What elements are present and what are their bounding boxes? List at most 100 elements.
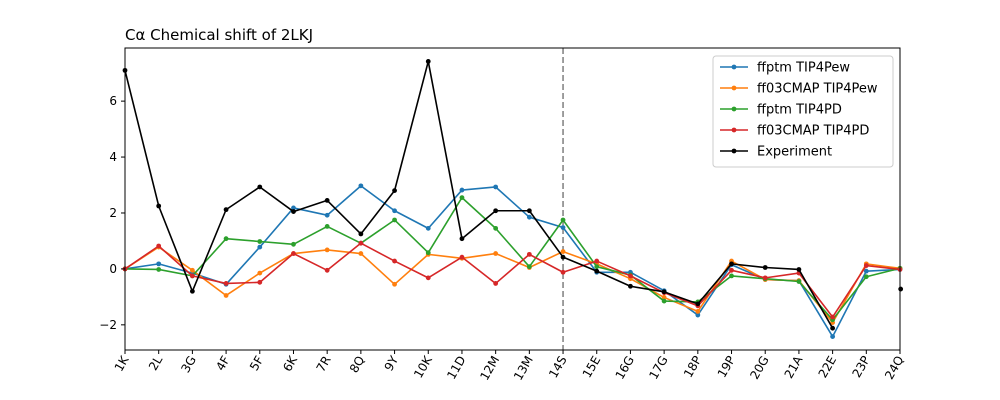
data-point xyxy=(594,268,600,274)
chart-title: Cα Chemical shift of 2LKJ xyxy=(125,26,313,44)
series-2 xyxy=(122,195,903,323)
data-point xyxy=(324,247,330,253)
data-point xyxy=(695,309,701,314)
data-point xyxy=(459,254,465,260)
series-3 xyxy=(122,240,903,320)
data-point xyxy=(156,261,162,267)
data-point xyxy=(526,208,532,214)
y-tick-label: 2 xyxy=(109,206,117,220)
legend-label: Experiment xyxy=(757,145,832,160)
data-point xyxy=(223,281,229,286)
data-point xyxy=(392,188,397,194)
legend-label: ffptm TIP4Pew xyxy=(757,61,850,76)
y-tick-label: 4 xyxy=(109,150,117,164)
data-point xyxy=(392,258,397,264)
legend-marker xyxy=(731,85,737,91)
data-point xyxy=(324,267,330,273)
data-point xyxy=(830,334,836,339)
legend-marker xyxy=(731,106,737,112)
data-point xyxy=(526,214,532,220)
data-point xyxy=(863,268,869,274)
data-point xyxy=(830,325,836,331)
data-point xyxy=(257,239,263,244)
data-point xyxy=(863,263,869,268)
data-point xyxy=(898,286,904,292)
data-point xyxy=(459,187,465,193)
data-point xyxy=(796,279,802,284)
data-point xyxy=(223,207,229,213)
x-tick-label: 12M xyxy=(477,354,502,383)
data-point xyxy=(661,289,667,295)
data-point xyxy=(358,240,364,246)
data-point xyxy=(526,251,532,257)
data-point xyxy=(189,288,195,294)
series-line xyxy=(124,246,901,324)
data-point xyxy=(392,281,397,287)
data-point xyxy=(762,265,768,270)
data-point xyxy=(257,279,263,285)
data-point xyxy=(392,208,397,214)
x-tick-label: 13M xyxy=(511,354,536,383)
legend: ffptm TIP4Pew ff03CMAP TIP4Pew ffptm TIP4P… xyxy=(712,55,894,168)
data-point xyxy=(628,283,633,289)
data-point xyxy=(425,275,431,281)
data-point xyxy=(189,267,195,273)
data-point xyxy=(560,269,566,275)
data-point xyxy=(358,183,364,189)
data-point xyxy=(661,295,667,300)
y-tick-label: 6 xyxy=(109,94,117,108)
data-point xyxy=(729,267,734,273)
x-tick-label: 9Y xyxy=(382,353,402,374)
x-tick-label: 23P xyxy=(850,354,873,380)
y-tick-label: −2 xyxy=(99,318,117,332)
data-point xyxy=(257,184,263,190)
x-tick-label: 1K xyxy=(112,353,132,374)
x-tick-label: 21A xyxy=(782,353,806,381)
data-point xyxy=(223,236,229,242)
data-point xyxy=(863,274,869,280)
x-tick-label: 8Q xyxy=(347,354,368,376)
x-tick-label: 4F xyxy=(213,353,232,373)
data-point xyxy=(560,249,566,254)
data-point xyxy=(425,225,431,231)
data-point xyxy=(189,273,195,279)
legend-marker xyxy=(731,64,737,70)
x-tick-label: 16G xyxy=(613,354,637,382)
data-point xyxy=(729,261,734,267)
x-tick-label: 22E xyxy=(816,354,840,381)
data-point xyxy=(796,267,802,272)
data-point xyxy=(223,293,229,298)
series-layer xyxy=(122,59,904,339)
x-tick-label: 14S xyxy=(546,354,570,381)
x-tick-label: 6K xyxy=(280,353,300,374)
data-point xyxy=(493,208,499,214)
x-tick-label: 7R xyxy=(314,354,334,375)
data-point xyxy=(695,301,701,307)
x-tick-label: 3G xyxy=(178,354,199,376)
data-point xyxy=(324,224,330,229)
data-point xyxy=(830,314,836,320)
data-point xyxy=(594,258,600,264)
data-point xyxy=(156,243,162,249)
data-point xyxy=(425,59,431,64)
data-point xyxy=(257,244,263,250)
data-point xyxy=(358,251,364,256)
data-point xyxy=(695,312,701,318)
data-point xyxy=(493,281,499,286)
legend-label: ff03CMAP TIP4PD xyxy=(757,124,869,139)
data-point xyxy=(291,241,296,247)
series-line xyxy=(124,196,901,321)
data-point xyxy=(628,273,633,279)
data-point xyxy=(493,184,499,190)
x-tick-label: 11D xyxy=(444,354,468,382)
data-point xyxy=(560,217,566,223)
legend-label: ffptm TIP4PD xyxy=(757,103,842,118)
series-4 xyxy=(122,59,904,331)
data-point xyxy=(425,250,431,256)
data-point xyxy=(594,264,600,270)
legend-marker xyxy=(731,127,737,133)
data-point xyxy=(493,251,499,256)
data-point xyxy=(291,205,296,211)
data-point xyxy=(156,203,162,209)
